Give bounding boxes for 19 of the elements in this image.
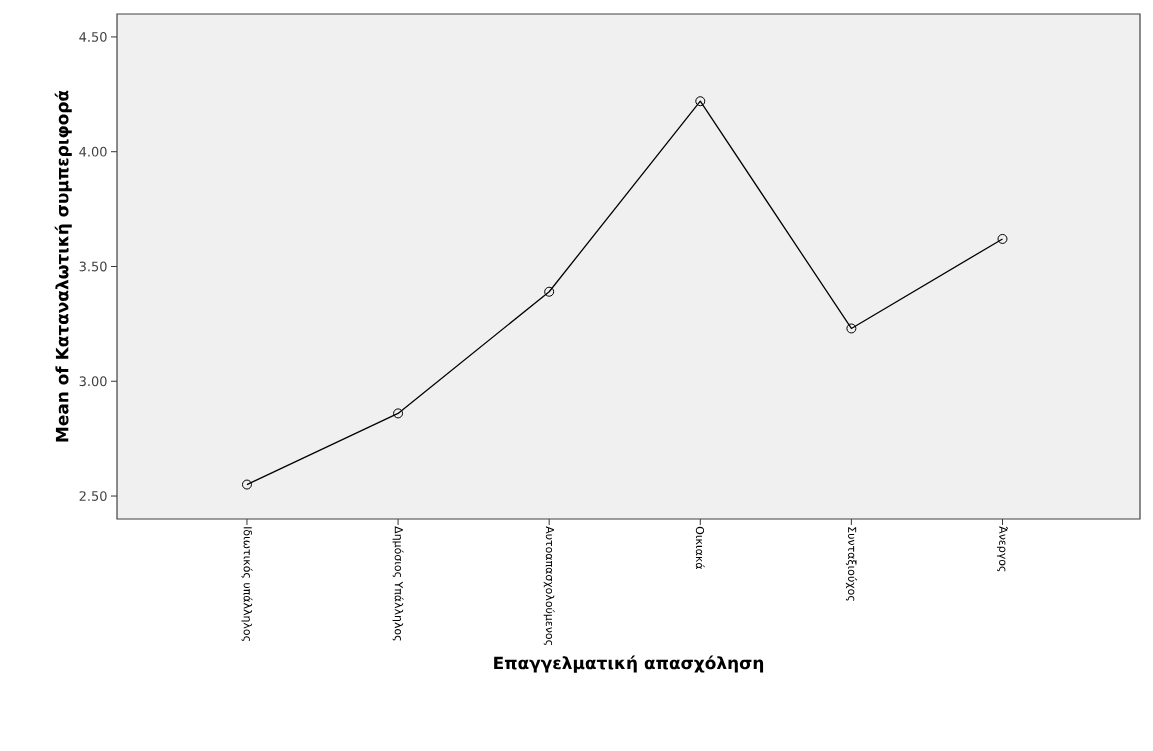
point [241, 479, 252, 490]
y-tick-label: 2.50 [79, 491, 107, 501]
x-tick-label: Αυτοαπασχολούμενος [543, 526, 555, 645]
x-axis-title: Επαγγελματική απασχόληση [494, 655, 764, 673]
x-tick-label: Άνεργος [996, 526, 1009, 572]
x-tick-label: Συνταξιούχος [845, 527, 857, 601]
point [997, 233, 1008, 244]
point [393, 408, 404, 419]
x-tick-label: Οικιακά [695, 526, 705, 570]
y-tick-label: 4.00 [79, 146, 107, 157]
x-tick-label: Ιδιωτικός υπάλληλος [241, 527, 253, 641]
y-axis-title: Mean of Καταναλωτική συμπεριφορά [54, 90, 72, 442]
y-tick-label: 4.50 [79, 32, 107, 42]
y-tick-label: 3.50 [79, 261, 107, 272]
point [544, 286, 555, 297]
point [846, 323, 857, 334]
point [695, 96, 706, 107]
x-tick-label: Δημόσιος Υπάλληλος [392, 526, 404, 641]
y-tick-label: 3.00 [79, 376, 107, 387]
